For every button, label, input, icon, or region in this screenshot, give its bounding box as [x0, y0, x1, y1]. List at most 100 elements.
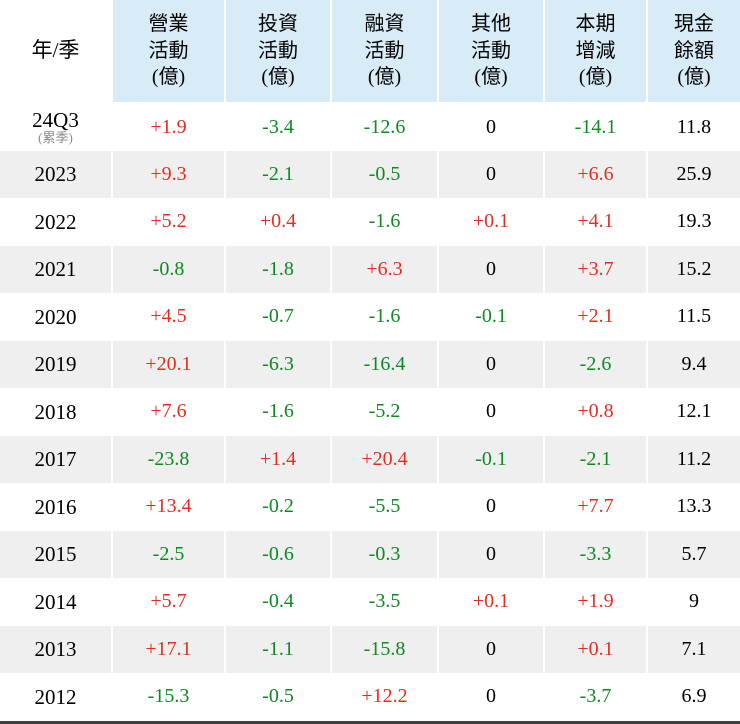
- value-cell: 0: [438, 483, 545, 531]
- value-cell: +2.1: [544, 293, 648, 341]
- value-cell: +0.1: [438, 578, 545, 626]
- table-row: 2016 +13.4 -0.2 -5.5 0 +7.7 13.3: [0, 483, 740, 531]
- value-cell: -3.5: [331, 578, 439, 626]
- value-cell: -0.2: [225, 483, 332, 531]
- year-label: 2023: [34, 162, 77, 187]
- value-cell: -0.4: [225, 578, 332, 626]
- year-label: 2017: [34, 447, 77, 472]
- year-label: 2013: [34, 637, 77, 662]
- year-label: 24Q3: [32, 108, 79, 133]
- value-cell: 25.9: [647, 150, 740, 198]
- value-cell: -0.7: [225, 293, 332, 341]
- value-cell: +13.4: [112, 483, 226, 531]
- column-header: 融資 活動 (億): [331, 0, 439, 104]
- value-cell: -1.6: [225, 388, 332, 436]
- table-header: 年/季 營業 活動 (億) 投資 活動 (億) 融資 活動 (億) 其他 活動 (億) 本…: [0, 0, 740, 104]
- value-cell: 0: [438, 673, 545, 721]
- column-header: 營業 活動 (億): [112, 0, 226, 104]
- value-cell: -0.1: [438, 435, 545, 483]
- value-cell: -0.5: [225, 673, 332, 721]
- value-cell: +5.2: [112, 198, 226, 246]
- corner-header-year-quarter: 年/季: [0, 0, 113, 104]
- value-cell: 9: [647, 578, 740, 626]
- year-label: 2012: [34, 684, 77, 709]
- value-cell: 11.8: [647, 103, 740, 151]
- year-label: 2022: [34, 209, 77, 234]
- table-row: 2023 +9.3 -2.1 -0.5 0 +6.6 25.9: [0, 150, 740, 198]
- value-cell: +6.6: [544, 150, 648, 198]
- table-row: 2012 -15.3 -0.5 +12.2 0 -3.7 6.9: [0, 673, 740, 721]
- year-label: 2015: [34, 542, 77, 567]
- value-cell: 11.5: [647, 293, 740, 341]
- column-header: 投資 活動 (億): [225, 0, 332, 104]
- value-cell: 0: [438, 530, 545, 578]
- value-cell: -0.6: [225, 530, 332, 578]
- year-cell: 2015: [0, 530, 113, 578]
- year-cell: 2012: [0, 673, 113, 721]
- year-cell: 2016: [0, 483, 113, 531]
- value-cell: 0: [438, 103, 545, 151]
- value-cell: -0.8: [112, 245, 226, 293]
- year-label: 2014: [34, 589, 77, 614]
- value-cell: 9.4: [647, 340, 740, 388]
- table-row: 2020 +4.5 -0.7 -1.6 -0.1 +2.1 11.5: [0, 293, 740, 341]
- table-row: 2018 +7.6 -1.6 -5.2 0 +0.8 12.1: [0, 388, 740, 436]
- year-cell: 2019: [0, 340, 113, 388]
- value-cell: +17.1: [112, 625, 226, 673]
- value-cell: -23.8: [112, 435, 226, 483]
- column-header: 本期 增減 (億): [544, 0, 648, 104]
- value-cell: -14.1: [544, 103, 648, 151]
- table-row: 24Q3 (累季) +1.9 -3.4 -12.6 0 -14.1 11.8: [0, 103, 740, 151]
- table-row: 2014 +5.7 -0.4 -3.5 +0.1 +1.9 9: [0, 578, 740, 626]
- year-label: 2020: [34, 304, 77, 329]
- value-cell: -15.3: [112, 673, 226, 721]
- value-cell: -15.8: [331, 625, 439, 673]
- value-cell: -2.6: [544, 340, 648, 388]
- value-cell: +12.2: [331, 673, 439, 721]
- value-cell: -1.6: [331, 293, 439, 341]
- value-cell: 7.1: [647, 625, 740, 673]
- value-cell: +9.3: [112, 150, 226, 198]
- year-cell: 2022: [0, 198, 113, 246]
- value-cell: -1.1: [225, 625, 332, 673]
- value-cell: +0.1: [438, 198, 545, 246]
- column-header: 現金 餘額 (億): [647, 0, 740, 104]
- value-cell: +4.1: [544, 198, 648, 246]
- value-cell: -0.1: [438, 293, 545, 341]
- value-cell: 0: [438, 245, 545, 293]
- value-cell: -2.1: [225, 150, 332, 198]
- table-body: 24Q3 (累季) +1.9 -3.4 -12.6 0 -14.1 11.8 2023 +9.3-…: [0, 103, 740, 721]
- year-label: 2016: [34, 494, 77, 519]
- value-cell: -5.5: [331, 483, 439, 531]
- table-row: 2022 +5.2 +0.4 -1.6 +0.1 +4.1 19.3: [0, 198, 740, 246]
- value-cell: -1.6: [331, 198, 439, 246]
- value-cell: +1.4: [225, 435, 332, 483]
- value-cell: 13.3: [647, 483, 740, 531]
- value-cell: +7.7: [544, 483, 648, 531]
- value-cell: 11.2: [647, 435, 740, 483]
- value-cell: -6.3: [225, 340, 332, 388]
- year-cell: 2023: [0, 150, 113, 198]
- value-cell: 6.9: [647, 673, 740, 721]
- bottom-divider: [0, 721, 740, 724]
- value-cell: -3.7: [544, 673, 648, 721]
- value-cell: +0.1: [544, 625, 648, 673]
- value-cell: +1.9: [544, 578, 648, 626]
- value-cell: +3.7: [544, 245, 648, 293]
- value-cell: -12.6: [331, 103, 439, 151]
- year-note: (累季): [38, 130, 73, 146]
- year-label: 2021: [34, 257, 77, 282]
- header-row: 年/季 營業 活動 (億) 投資 活動 (億) 融資 活動 (億) 其他 活動 (億) 本…: [0, 0, 740, 104]
- value-cell: -3.4: [225, 103, 332, 151]
- value-cell: 0: [438, 150, 545, 198]
- value-cell: -2.1: [544, 435, 648, 483]
- value-cell: 0: [438, 388, 545, 436]
- value-cell: 0: [438, 625, 545, 673]
- year-cell: 2020: [0, 293, 113, 341]
- value-cell: +0.8: [544, 388, 648, 436]
- value-cell: -5.2: [331, 388, 439, 436]
- value-cell: +6.3: [331, 245, 439, 293]
- table-row: 2019 +20.1 -6.3 -16.4 0 -2.6 9.4: [0, 340, 740, 388]
